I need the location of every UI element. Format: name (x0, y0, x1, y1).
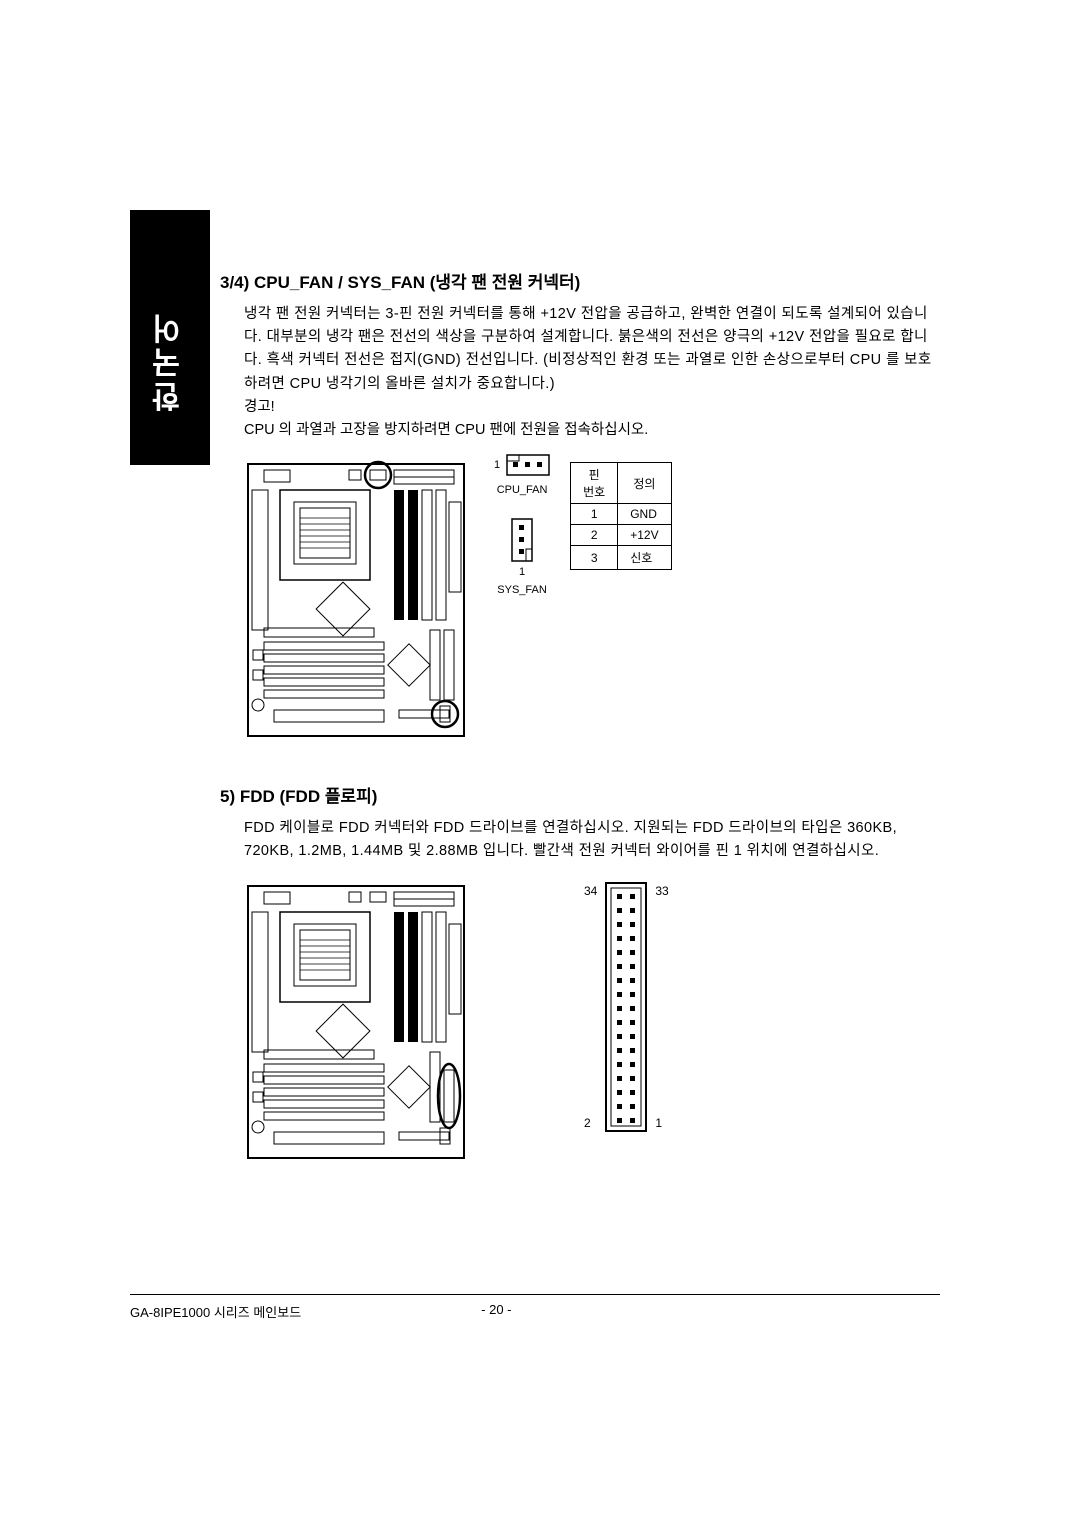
sys-fan-label: SYS_FAN (497, 584, 547, 596)
section-body-fan: 냉각 팬 전원 커넥터는 3-핀 전원 커넥터를 통해 +12V 전압을 공급하… (244, 303, 940, 396)
cpu-fan-pin1-label: 1 (494, 459, 500, 471)
warning-label: 경고! (244, 396, 940, 419)
section-title-fdd: 5) FDD (FDD 플로피) (220, 782, 940, 807)
fdd-left-labels: 34 2 (584, 882, 597, 1132)
table-row: 1 GND (571, 504, 671, 525)
fan-figures-row: 1 CPU_FAN (244, 460, 940, 740)
fdd-pin1-label: 1 (655, 1116, 668, 1130)
section-fan: 3/4) CPU_FAN / SYS_FAN (냉각 팬 전원 커넥터) 냉각 … (220, 268, 940, 740)
page-content: 3/4) CPU_FAN / SYS_FAN (냉각 팬 전원 커넥터) 냉각 … (220, 268, 940, 1162)
footer-page-number: - 20 - (481, 1302, 511, 1321)
section-fdd: 5) FDD (FDD 플로피) FDD 케이블로 FDD 커넥터와 FDD 드… (220, 782, 940, 1161)
table-row: 2 +12V (571, 525, 671, 546)
motherboard-diagram-fdd (244, 882, 474, 1162)
fan-pin-table: 핀 번호 정의 1 GND 2 +12V 3 신호 (570, 462, 671, 570)
motherboard-diagram-fan (244, 460, 474, 740)
section-title-fan: 3/4) CPU_FAN / SYS_FAN (냉각 팬 전원 커넥터) (220, 268, 940, 293)
language-tab-label: 한국어 (148, 310, 192, 412)
fdd-figures-row: 34 2 (244, 882, 940, 1162)
fdd-pin33-label: 33 (655, 884, 668, 898)
footer-rule (130, 1294, 940, 1295)
cpu-fan-block: 1 CPU_FAN (494, 454, 550, 496)
sys-fan-block: 1 SYS_FAN (497, 518, 547, 596)
cpu-fan-connector-icon (506, 454, 550, 476)
fdd-pin2-label: 2 (584, 1116, 597, 1130)
pin-table-header-def: 정의 (618, 463, 671, 504)
fdd-right-labels: 33 1 (655, 882, 668, 1132)
pin-table-header-pin: 핀 번호 (571, 463, 618, 504)
cpu-fan-label: CPU_FAN (497, 484, 548, 496)
sys-fan-pin1-label: 1 (519, 566, 525, 578)
footer-model: GA-8IPE1000 시리즈 메인보드 (130, 1302, 301, 1321)
sys-fan-connector-icon (511, 518, 533, 562)
fdd-pin34-label: 34 (584, 884, 597, 898)
table-row: 3 신호 (571, 546, 671, 570)
page-footer: GA-8IPE1000 시리즈 메인보드 - 20 - (130, 1302, 940, 1321)
section-body-fdd: FDD 케이블로 FDD 커넥터와 FDD 드라이브를 연결하십시오. 지원되는… (244, 817, 940, 863)
warning-text: CPU 의 과열과 고장을 방지하려면 CPU 팬에 전원을 접속하십시오. (244, 419, 940, 442)
fdd-connector: 34 2 (584, 882, 669, 1132)
fan-pinouts: 1 CPU_FAN (494, 454, 550, 596)
fdd-connector-icon (605, 882, 647, 1132)
